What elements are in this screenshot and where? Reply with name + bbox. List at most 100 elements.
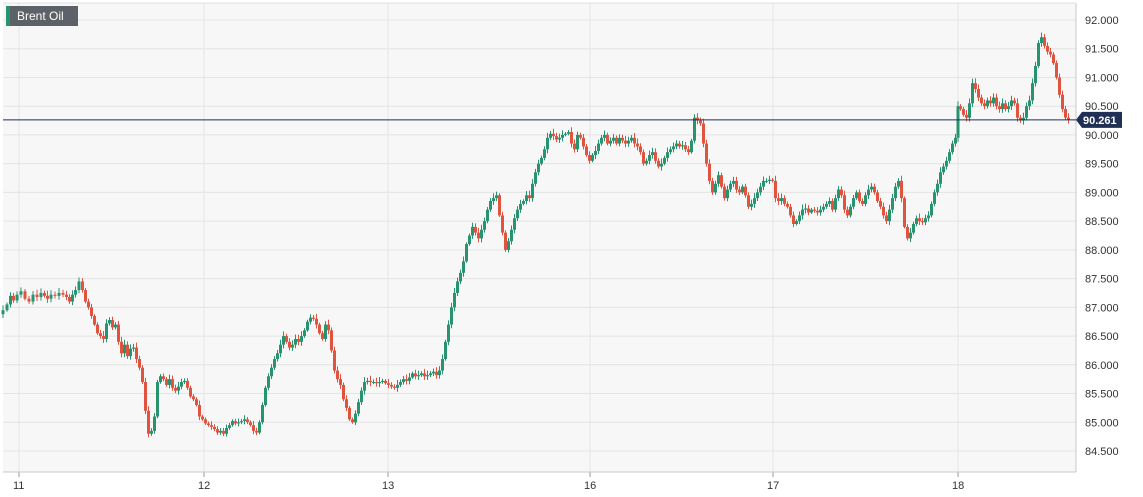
- candle-body: [1, 310, 5, 315]
- candle-body: [684, 145, 687, 150]
- title-badge-stripe: [6, 6, 10, 26]
- candle-body: [792, 215, 795, 225]
- candle-body: [312, 317, 315, 319]
- candle-body: [690, 140, 693, 153]
- candle-body: [771, 179, 774, 181]
- candle-body: [897, 180, 900, 187]
- candle-body: [81, 281, 84, 291]
- candle-body: [822, 206, 825, 210]
- candle-body: [525, 195, 528, 202]
- candle-body: [534, 172, 537, 184]
- candle-body: [843, 195, 846, 210]
- candle-body: [945, 160, 948, 167]
- candle-body: [582, 137, 585, 147]
- last-price-badge: 90.261: [1076, 111, 1122, 128]
- candle-body: [123, 344, 126, 354]
- candle-body: [1031, 83, 1034, 101]
- candle-body: [956, 106, 960, 138]
- candle-body: [210, 425, 213, 427]
- candle-body: [474, 226, 477, 233]
- y-tick-label: 89.500: [1085, 159, 1119, 171]
- candle-body: [810, 209, 813, 213]
- candle-body: [903, 198, 906, 227]
- candle-body: [513, 218, 516, 230]
- y-tick-label: 87.000: [1085, 302, 1119, 314]
- candle-body: [606, 134, 609, 144]
- candle-body: [1022, 117, 1025, 121]
- candle-body: [651, 152, 654, 156]
- candle-body: [558, 137, 561, 140]
- candle-body: [105, 323, 108, 339]
- candle-body: [543, 149, 546, 158]
- candle-body: [1052, 54, 1055, 64]
- candle-body: [959, 106, 962, 110]
- candle-body: [318, 324, 321, 334]
- candle-body: [1040, 37, 1043, 43]
- candle-body: [555, 136, 558, 140]
- candle-body: [153, 416, 156, 431]
- candle-body: [501, 215, 504, 233]
- candle-body: [240, 421, 243, 423]
- candle-body: [74, 290, 77, 295]
- candle-body: [837, 189, 840, 199]
- candle-body: [366, 380, 369, 383]
- candle-body: [1025, 106, 1028, 118]
- candle-body: [300, 336, 303, 342]
- candle-body: [1004, 103, 1007, 110]
- candle-body: [807, 208, 810, 213]
- candle-body: [405, 379, 408, 381]
- candle-body: [1037, 42, 1040, 66]
- candle-body: [408, 377, 411, 381]
- candle-body: [546, 137, 549, 150]
- candle-body: [249, 422, 252, 426]
- candle-body: [663, 157, 666, 164]
- candle-body: [414, 373, 417, 377]
- candle-body: [954, 137, 957, 144]
- candle-body: [789, 206, 792, 216]
- last-price-label: 90.261: [1083, 115, 1117, 127]
- candle-body: [621, 137, 624, 141]
- candle-body: [519, 203, 522, 210]
- candle-body: [333, 350, 336, 371]
- candle-body: [732, 180, 735, 184]
- candle-body: [675, 143, 678, 147]
- candle-body: [867, 189, 870, 196]
- candle-body: [723, 186, 726, 199]
- candle-body: [486, 209, 489, 222]
- x-tick-label: 18: [952, 480, 964, 492]
- y-tick-label: 85.000: [1085, 417, 1119, 429]
- candle-body: [246, 419, 249, 423]
- candle-body: [285, 336, 288, 342]
- candle-body: [324, 324, 327, 339]
- candle-body: [46, 295, 49, 299]
- candle-body: [225, 428, 228, 434]
- candle-body: [627, 140, 630, 144]
- candle-body: [399, 382, 402, 385]
- candle-body: [612, 137, 615, 141]
- candle-body: [989, 100, 992, 104]
- candle-body: [831, 201, 834, 210]
- candle-body: [429, 373, 432, 376]
- plot-background: [3, 3, 1076, 472]
- candle-body: [948, 152, 951, 161]
- x-tick-label: 13: [382, 480, 394, 492]
- candle-body: [138, 359, 141, 368]
- candle-body: [510, 229, 513, 242]
- candles: [1, 32, 1070, 438]
- candle-body: [141, 367, 144, 383]
- candle-body: [995, 97, 998, 107]
- candle-body: [678, 143, 681, 147]
- candle-body: [648, 155, 651, 161]
- candle-body: [915, 218, 918, 225]
- candle-body: [288, 341, 291, 348]
- candle-body: [939, 172, 942, 184]
- candle-body: [12, 295, 15, 301]
- candle-body: [195, 399, 198, 406]
- candle-body: [192, 396, 195, 400]
- candle-body: [159, 376, 162, 383]
- candle-body: [43, 292, 46, 296]
- candle-body: [765, 180, 768, 182]
- candle-body: [1055, 63, 1058, 78]
- candle-body: [968, 103, 971, 118]
- candle-body: [348, 407, 351, 420]
